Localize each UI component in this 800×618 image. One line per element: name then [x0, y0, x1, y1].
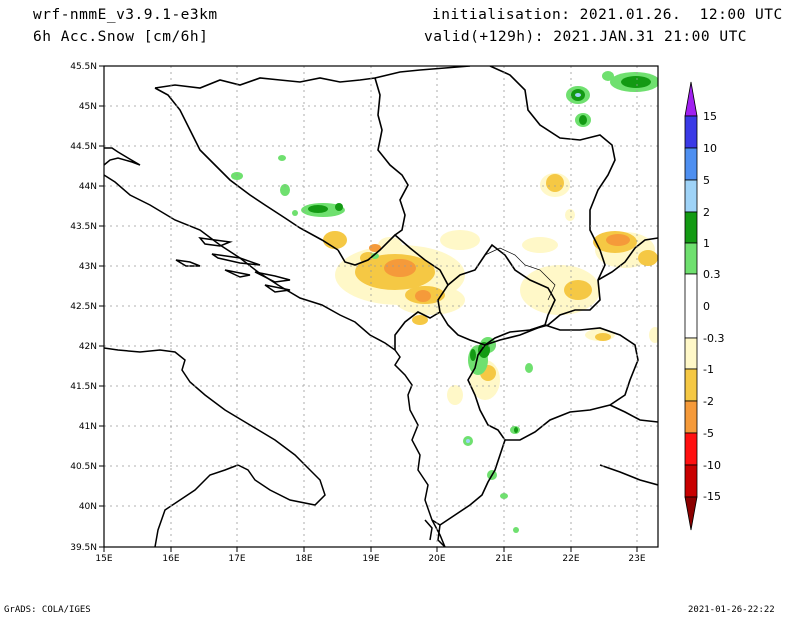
colorbar-label: 2 [703, 206, 710, 219]
lat-tick-label: 39.5N [70, 543, 97, 553]
colorbar-labels: 15 10 5 2 1 0.3 0 -0.3 -1 -2 -5 -10 -15 [703, 110, 724, 503]
colorbar-label: 0.3 [703, 268, 721, 281]
render-timestamp: 2021-01-26-22:22 [688, 605, 775, 615]
lon-tick-labels: 15E 16E 17E 18E 19E 20E 21E 22E 23E [95, 554, 645, 564]
lon-tick-label: 22E [562, 554, 579, 564]
colorbar-label: 10 [703, 142, 717, 155]
colorbar-box [684, 368, 698, 402]
grads-credit: GrADS: COLA/IGES [4, 605, 91, 615]
colorbar-box [684, 242, 698, 275]
colorbar-box [684, 115, 698, 149]
colorbar-box [684, 464, 698, 498]
colorbar-label: 5 [703, 174, 710, 187]
colorbar-label: 15 [703, 110, 717, 123]
colorbar-box [684, 147, 698, 181]
init-time-label: initialisation: 2021.01.26. 12:00 UTC [432, 7, 783, 23]
lat-tick-label: 45N [79, 102, 97, 112]
lat-tick-label: 43N [79, 262, 97, 272]
lon-tick-label: 21E [495, 554, 512, 564]
colorbar-bottom-triangle [684, 496, 698, 531]
gridlines [104, 66, 658, 547]
colorbar-box [684, 432, 698, 466]
lon-tick-label: 18E [295, 554, 312, 564]
colorbar-box [684, 179, 698, 213]
colorbar-label: -5 [703, 427, 714, 440]
model-label: wrf-nmmE_v3.9.1-e3km [33, 7, 218, 23]
lon-tick-label: 15E [95, 554, 112, 564]
colorbar-box [684, 211, 698, 244]
colorbar-label: -2 [703, 395, 714, 408]
colorbar-box [684, 400, 698, 434]
lat-tick-label: 42N [79, 342, 97, 352]
lat-tick-label: 42.5N [70, 302, 97, 312]
lat-tick-label: 40N [79, 502, 97, 512]
colorbar-box [684, 273, 698, 339]
valid-time-label: valid(+129h): 2021.JAN.31 21:00 UTC [424, 29, 748, 45]
lat-tick-label: 41N [79, 422, 97, 432]
lat-tick-label: 44N [79, 182, 97, 192]
lat-tick-label: 43.5N [70, 222, 97, 232]
lat-tick-label: 40.5N [70, 462, 97, 472]
colorbar-label: 1 [703, 237, 710, 250]
borders [154, 66, 658, 526]
colorbar-label: -10 [703, 459, 721, 472]
colorbar-label: -15 [703, 490, 721, 503]
colorbar-top-triangle [684, 81, 698, 117]
colorbar: 15 10 5 2 1 0.3 0 -0.3 -1 -2 -5 -10 -15 [684, 81, 724, 531]
lat-tick-label: 44.5N [70, 142, 97, 152]
lat-tick-label: 45.5N [70, 62, 97, 72]
lat-tick-labels: 45.5N 45N 44.5N 44N 43.5N 43N 42.5N 42N … [70, 62, 97, 553]
lon-tick-label: 19E [362, 554, 379, 564]
lon-tick-label: 23E [628, 554, 645, 564]
lon-tick-label: 20E [428, 554, 445, 564]
colorbar-label: -1 [703, 363, 714, 376]
lat-tick-label: 41.5N [70, 382, 97, 392]
lon-tick-label: 16E [162, 554, 179, 564]
lon-tick-label: 17E [228, 554, 245, 564]
coastlines [104, 147, 446, 547]
colorbar-label: 0 [703, 300, 710, 313]
tick-marks [99, 65, 638, 552]
colorbar-label: -0.3 [703, 332, 724, 345]
colorbar-box [684, 337, 698, 370]
snow-field [104, 66, 658, 547]
field-label: 6h Acc.Snow [cm/6h] [33, 29, 209, 45]
